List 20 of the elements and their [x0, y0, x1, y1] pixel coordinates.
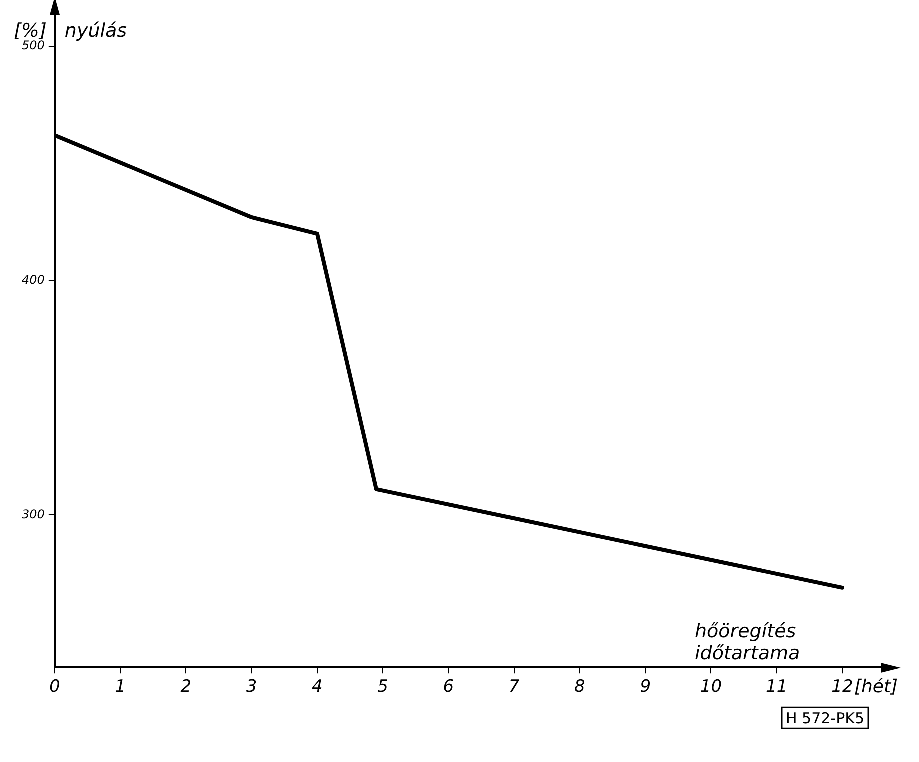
x-tick-label: 4	[312, 677, 323, 698]
x-tick-label: 12	[832, 677, 854, 698]
x-tick-label: 7	[508, 677, 520, 698]
y-tick-label: 500	[22, 38, 46, 52]
x-tick-label: 5	[378, 677, 388, 698]
y-tick-label: 400	[22, 272, 46, 287]
x-tick-label: 8	[574, 677, 586, 698]
x-tick-label: 6	[443, 677, 454, 698]
x-tick-label: 0	[49, 677, 60, 698]
x-tick-label: 1	[115, 677, 126, 698]
x-tick-label: 2	[180, 677, 192, 698]
text: H 572-PK5	[786, 710, 865, 728]
y-axis-title: nyúlás	[64, 20, 128, 42]
x-tick-label: 3	[246, 677, 258, 698]
x-tick-label: 9	[640, 677, 652, 698]
text: [hét]	[854, 676, 898, 698]
y-tick-label: 300	[22, 507, 46, 522]
x-axis-title: hőöregítés időtartama	[695, 620, 800, 665]
x-tick-label: 11	[766, 677, 788, 698]
x-tick-label: 10	[700, 677, 722, 698]
